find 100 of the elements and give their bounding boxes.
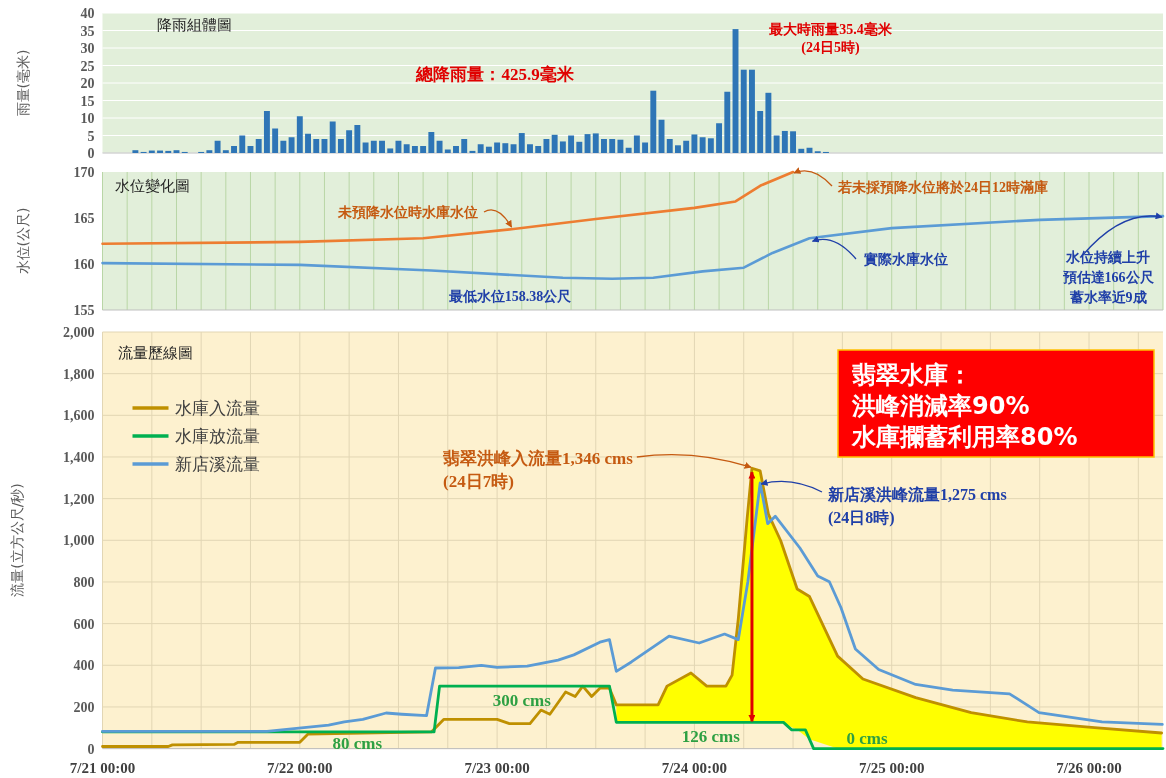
bar [699, 137, 706, 153]
annotation: 若未採預降水位將於24日12時滿庫 [837, 179, 1048, 195]
bar [691, 134, 698, 153]
bar [559, 141, 566, 153]
bar [510, 144, 517, 153]
y-tick-label: 15 [80, 93, 95, 109]
bar [675, 145, 681, 153]
note-box: 翡翠水庫：洪峰消減率90%水庫攔蓄利用率80% [837, 349, 1155, 458]
bar [518, 133, 525, 153]
bar [337, 139, 344, 153]
y-tick-label: 160 [73, 257, 95, 272]
annotation: 翡翠水庫：洪峰消減率90%水庫攔蓄利用率80% [851, 361, 1078, 451]
bar [781, 130, 788, 153]
bar [395, 140, 402, 153]
bar [683, 140, 690, 153]
bar [354, 125, 361, 153]
bar [329, 121, 336, 153]
text: 流量歷線圖 [118, 344, 193, 362]
y-tick-label: 35 [80, 23, 95, 39]
bar [740, 69, 747, 153]
bar [346, 130, 353, 153]
bar [592, 133, 599, 153]
x-tick-label: 7/23 00:00 [464, 759, 530, 776]
y-tick-label: 10 [80, 111, 95, 126]
x-tick-label: 7/21 00:00 [69, 759, 136, 776]
y-tick-label: 2,000 [63, 325, 95, 340]
bar [239, 135, 246, 153]
bar [370, 140, 377, 153]
y-axis-title: 水位(公尺) [15, 207, 31, 275]
x-tick-label: 7/25 00:00 [859, 759, 925, 776]
bar [666, 139, 673, 153]
bar [633, 135, 640, 153]
bar [453, 146, 459, 153]
y-tick-label: 40 [80, 6, 95, 21]
bar [214, 140, 221, 153]
x-tick-label: 7/26 00:00 [1056, 759, 1122, 776]
series-label: 未預降水位時水庫水位 [337, 204, 478, 220]
bar [403, 144, 410, 153]
annotation: 翡翠洪峰入流量1,346 cms (24日7時) [442, 449, 634, 491]
y-tick-label: 165 [73, 211, 95, 226]
bar [790, 131, 797, 153]
bar [477, 144, 484, 153]
bar [436, 140, 443, 153]
x-tick-label: 7/22 00:00 [267, 759, 333, 776]
bar [601, 139, 607, 153]
bar [765, 92, 772, 153]
series-label: 實際水庫水位 [864, 251, 948, 267]
bar [568, 135, 575, 153]
bar [165, 150, 172, 153]
annotation: 新店溪洪峰流量1,275 cms (24日8時) [827, 485, 1007, 527]
bar [132, 150, 139, 153]
y-tick-label: 1,400 [63, 449, 95, 465]
bar [288, 137, 295, 153]
bar [206, 150, 213, 153]
bar [576, 141, 583, 153]
bar [617, 139, 624, 153]
bar [502, 143, 509, 153]
bar [411, 146, 418, 153]
y-tick-label: 30 [80, 41, 95, 56]
y-tick-label: 155 [73, 303, 95, 318]
y-tick-label: 25 [80, 58, 95, 74]
bar [551, 134, 558, 153]
annotation: 水位持續上升預估達166公尺蓄水率近9成 [1061, 249, 1155, 305]
chart-title: 降雨組體圖 [157, 16, 232, 34]
legend-label: 水庫入流量 [174, 398, 260, 418]
bar [362, 142, 369, 153]
bar [222, 150, 229, 153]
bar [485, 146, 492, 153]
bar [494, 142, 501, 153]
annotation: 最低水位158.38公尺 [447, 289, 573, 304]
annotation: 0 cms [846, 728, 888, 748]
annotation: 最大時雨量35.4毫米 (24日5時) [768, 21, 893, 57]
annotation: 總降雨量：425.9毫米 [415, 64, 575, 84]
y-axis-title: 雨量(毫米) [15, 49, 31, 117]
y-tick-label: 1,800 [63, 366, 95, 382]
bar [748, 69, 755, 153]
bar [231, 146, 237, 153]
bar [724, 91, 731, 153]
y-axis-title: 流量(立方公尺/秒) [9, 483, 25, 597]
y-tick-label: 1,600 [63, 408, 95, 424]
bar [609, 139, 616, 153]
y-tick-label: 600 [73, 616, 95, 632]
annotation: 126 cms [681, 727, 741, 747]
bar [650, 90, 657, 153]
bar [642, 142, 649, 153]
bar [757, 111, 764, 153]
legend-label: 新店溪流量 [174, 454, 260, 474]
bar [707, 138, 714, 153]
bar [461, 139, 468, 153]
x-tick-label: 7/24 00:00 [661, 759, 728, 776]
bar [527, 144, 533, 153]
bar [272, 128, 279, 153]
bar [387, 148, 394, 153]
y-tick-label: 200 [73, 699, 95, 715]
bar [379, 140, 385, 153]
bar [280, 140, 287, 153]
chart-title: 水位變化圖 [115, 177, 190, 195]
bar [296, 116, 303, 153]
bar [420, 146, 427, 153]
bar [305, 133, 311, 153]
